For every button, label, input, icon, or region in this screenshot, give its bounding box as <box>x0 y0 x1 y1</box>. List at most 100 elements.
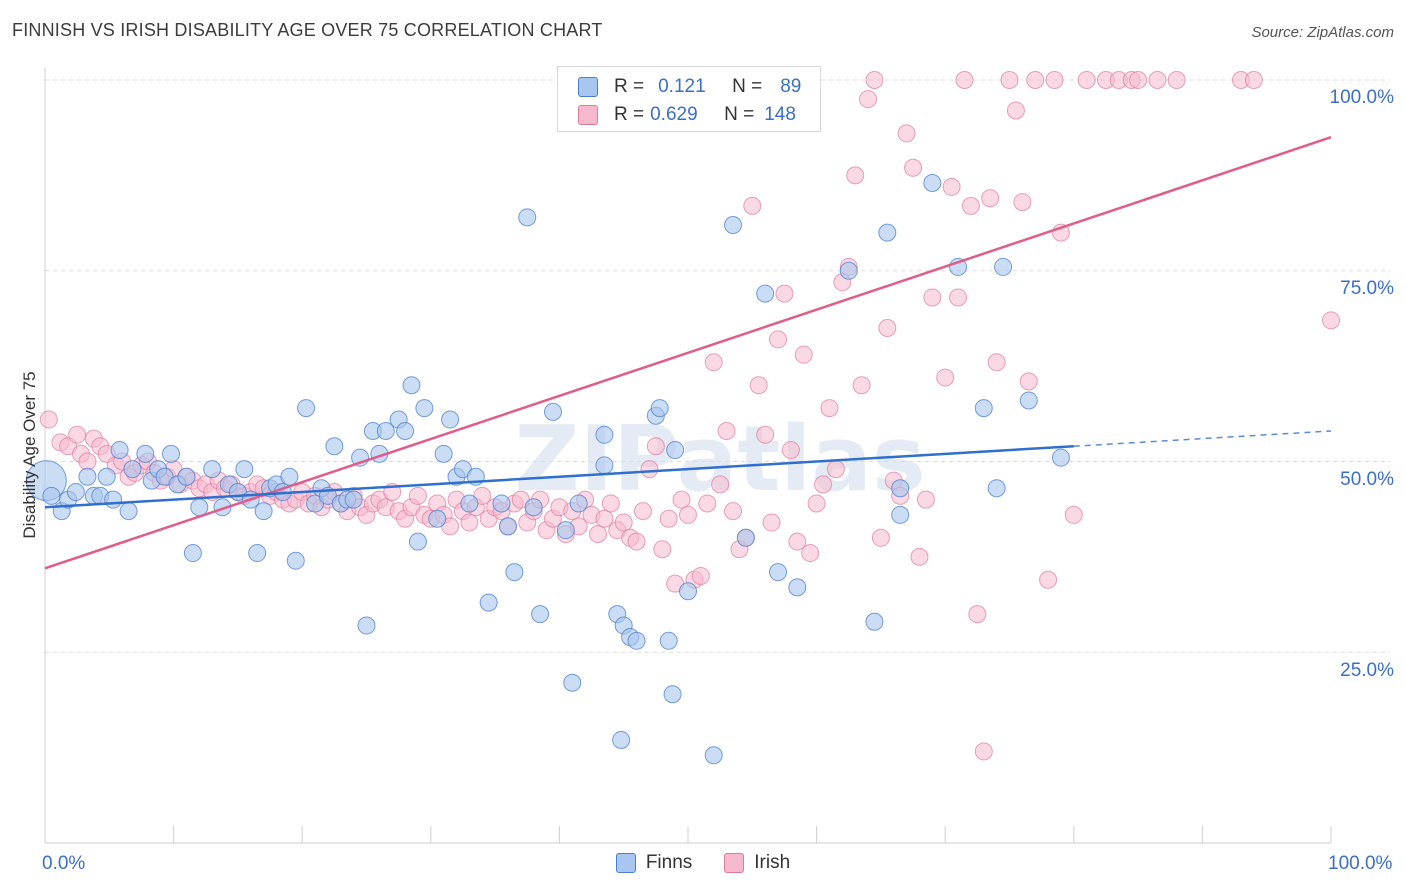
finns-point <box>104 490 123 509</box>
y-tick-50: 50.0% <box>1340 469 1394 490</box>
finns-point <box>66 483 85 502</box>
irish-point <box>916 490 935 509</box>
irish-point <box>936 368 955 387</box>
finns-point <box>434 444 453 463</box>
irish-point <box>846 166 865 185</box>
finns-point <box>136 444 155 463</box>
irish-point <box>820 399 839 418</box>
finns-point <box>376 421 395 440</box>
irish-point <box>762 513 781 532</box>
correlation-legend: R = 0.121 N = 89 R = 0.629 N = 148 <box>557 66 821 132</box>
irish-point <box>78 452 97 471</box>
trend-lines <box>44 136 1332 570</box>
finns-point <box>396 421 415 440</box>
finns-legend-swatch <box>615 853 636 873</box>
legend-row-irish: R = 0.629 N = 148 <box>558 100 796 130</box>
irish-point <box>814 475 833 494</box>
finns-point <box>203 460 222 479</box>
finns-point <box>865 612 884 631</box>
irish-point <box>904 158 923 177</box>
finns-point <box>1051 448 1070 467</box>
finns-point <box>110 441 129 460</box>
finns-point <box>839 261 858 280</box>
finns-point <box>569 494 588 513</box>
finns-point <box>974 399 993 418</box>
irish-point <box>826 460 845 479</box>
finns-n-label: N = <box>732 76 763 97</box>
finns-point <box>627 631 646 650</box>
finns-point <box>254 502 273 521</box>
finns-point <box>492 494 511 513</box>
irish-point <box>749 376 768 395</box>
irish-point <box>717 421 736 440</box>
x-axis-max-label: 100.0% <box>1328 853 1393 874</box>
irish-point <box>897 124 916 143</box>
finns-point <box>724 215 743 234</box>
finns-point <box>119 502 138 521</box>
irish-point <box>698 494 717 513</box>
irish-point <box>68 425 87 444</box>
irish-point <box>865 71 884 89</box>
irish-point <box>614 513 633 532</box>
finns-point <box>183 544 202 563</box>
irish-point <box>942 177 961 196</box>
finns-point <box>666 441 685 460</box>
finns-point <box>994 257 1013 276</box>
finns-point <box>595 456 614 475</box>
irish-point <box>974 742 993 761</box>
finns-point <box>788 578 807 597</box>
irish-point <box>460 513 479 532</box>
irish-point <box>878 318 897 337</box>
irish-point <box>1039 570 1058 589</box>
irish-point <box>781 441 800 460</box>
finns-point <box>650 399 669 418</box>
finns-point <box>987 479 1006 498</box>
finns-point <box>344 490 363 509</box>
finns-point <box>325 437 344 456</box>
finns-point <box>428 509 447 528</box>
irish-legend-swatch <box>724 853 745 873</box>
chart-title: FINNISH VS IRISH DISABILITY AGE OVER 75 … <box>12 20 603 40</box>
irish-point <box>679 505 697 524</box>
finns-point <box>659 631 678 650</box>
finns-point <box>402 376 421 395</box>
irish-point <box>595 509 614 528</box>
axes <box>44 68 1332 844</box>
finns-point <box>612 730 631 749</box>
irish-point <box>1064 505 1083 524</box>
irish-n-value: 148 <box>764 104 796 125</box>
irish-point <box>859 90 878 109</box>
irish-point <box>588 524 607 543</box>
finns-point <box>248 544 267 563</box>
irish-point <box>794 345 813 364</box>
finns-point <box>505 563 524 582</box>
finns-point <box>1019 391 1038 410</box>
irish-point <box>955 71 974 89</box>
irish-point <box>1244 71 1263 89</box>
irish-point <box>1045 71 1064 89</box>
legend-item-finns[interactable]: Finns <box>615 852 692 874</box>
irish-point <box>1077 71 1096 89</box>
irish-point <box>788 532 807 551</box>
irish-point <box>1148 71 1167 89</box>
irish-point <box>961 196 980 215</box>
finns-point <box>479 593 498 612</box>
legend-item-irish[interactable]: Irish <box>724 852 790 874</box>
finns-point <box>460 494 479 513</box>
irish-point <box>1129 71 1148 89</box>
finns-point <box>663 685 682 704</box>
finns-point <box>97 467 116 486</box>
finns-point <box>162 444 181 463</box>
irish-point <box>1322 311 1340 330</box>
irish-point <box>627 532 646 551</box>
finns-trend-line <box>44 444 1074 509</box>
finns-point <box>78 467 97 486</box>
finns-point <box>235 460 254 479</box>
finns-point <box>679 582 697 601</box>
finns-point <box>769 563 788 582</box>
irish-point <box>981 189 1000 208</box>
finns-point <box>704 746 723 765</box>
y-tick-100: 100.0% <box>1329 87 1394 108</box>
irish-point <box>871 528 890 547</box>
finns-r-label: R = <box>614 76 645 97</box>
